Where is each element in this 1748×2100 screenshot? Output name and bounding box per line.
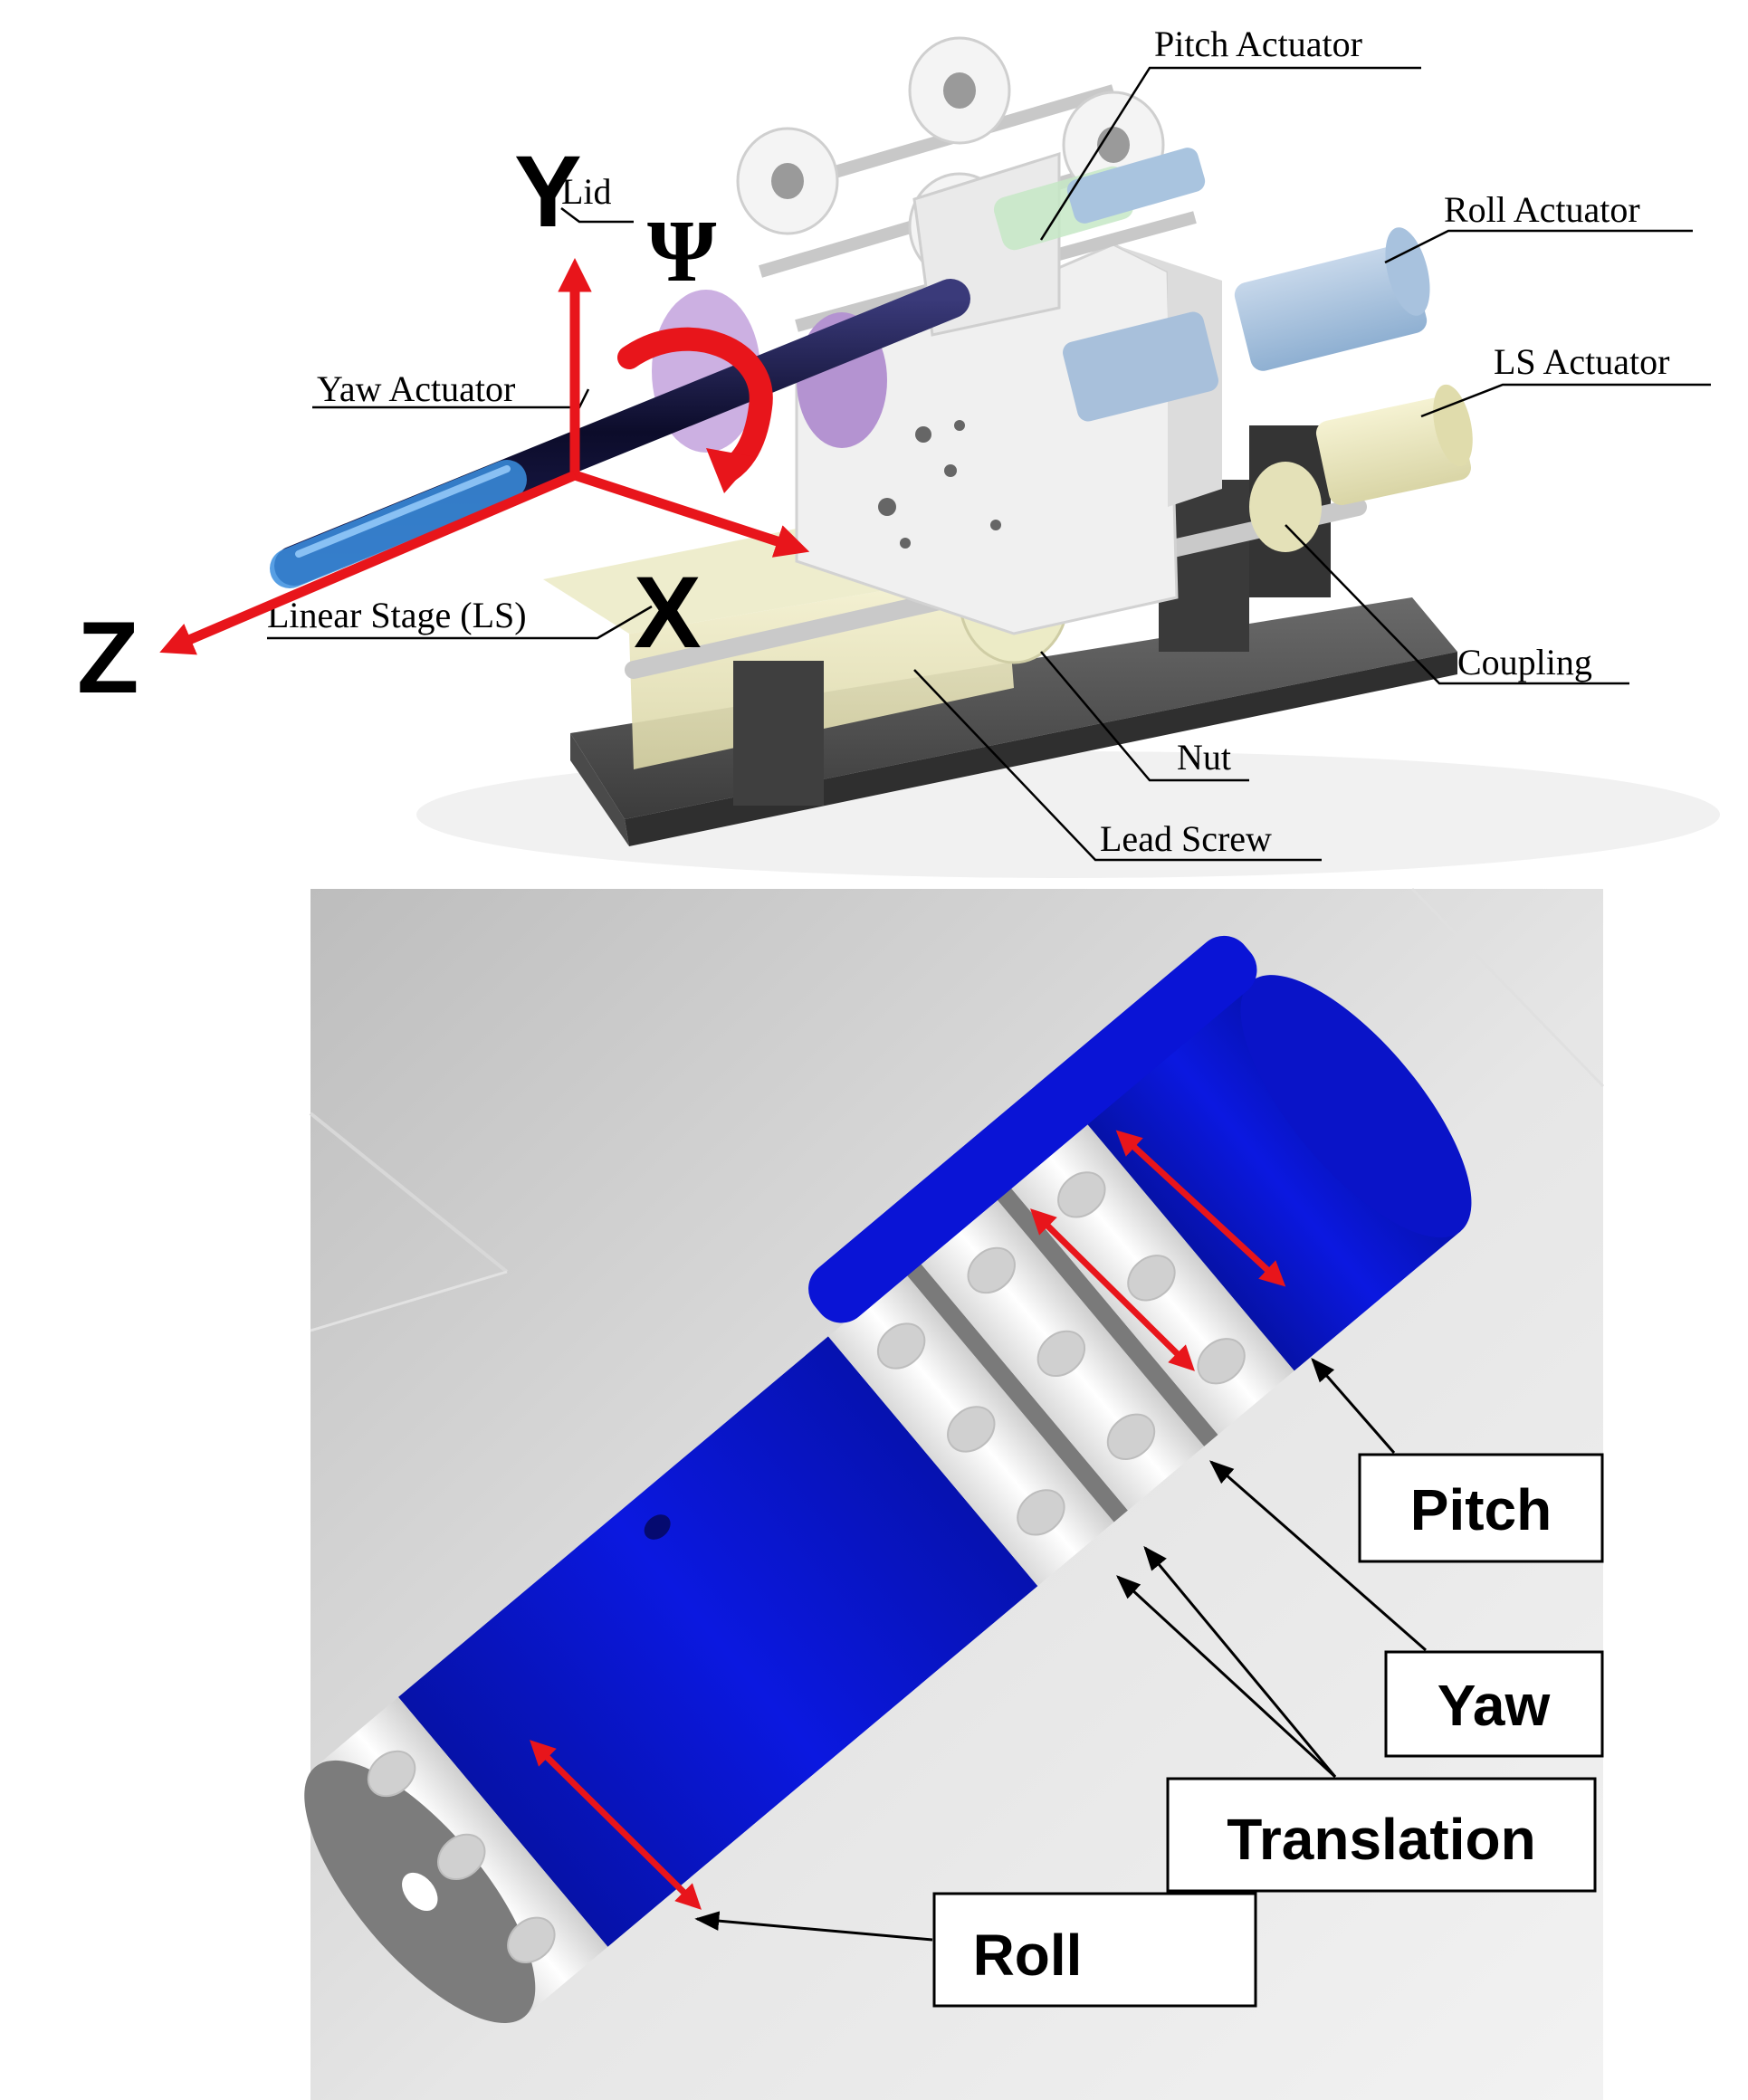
ring-motion-arrows — [530, 1130, 1286, 1910]
top-figure: Pitch Actuator Roll Actuator LS Actuator… — [77, 24, 1720, 878]
lid-label: Lid — [561, 171, 612, 212]
yaw-label: Yaw — [1438, 1673, 1551, 1738]
translation-label-box: Translation — [1166, 1777, 1597, 1893]
x-axis-label: X — [634, 556, 702, 669]
translation-label: Translation — [1227, 1807, 1535, 1872]
z-axis-arrow — [159, 470, 578, 655]
blue-end-cap — [1240, 975, 1472, 1238]
lid-bar — [808, 935, 1257, 1323]
pitch-motion-arrow — [1115, 1130, 1286, 1287]
psi-label: Ψ — [647, 203, 717, 301]
roll-actuator-label: Roll Actuator — [1444, 189, 1640, 230]
lead-screw-label: Lead Screw — [1100, 818, 1272, 859]
roll-center-hole — [402, 1872, 438, 1912]
x-axis-arrow — [573, 470, 810, 558]
linear-stage-label: Linear Stage (LS) — [267, 595, 527, 635]
coordinate-axes — [159, 258, 810, 655]
z-axis-label: Z — [77, 601, 139, 714]
psi-rotation-arrowhead — [706, 448, 756, 493]
yaw-actuator-label: Yaw Actuator — [317, 368, 515, 409]
pitch-label: Pitch — [1410, 1477, 1552, 1542]
catheter-rod — [270, 279, 970, 588]
ls-actuator-label: LS Actuator — [1494, 341, 1669, 382]
frame-holes — [878, 420, 1001, 549]
nut-label: Nut — [1177, 737, 1231, 778]
roll-motion-arrow — [530, 1740, 702, 1910]
y-axis-label: Y — [514, 135, 582, 248]
pitch-actuator-cage — [736, 36, 1206, 337]
leader-lines — [267, 66, 1711, 862]
ls-actuator-shape — [1315, 384, 1473, 506]
roll-label: Roll — [973, 1923, 1083, 1988]
bottom-figure: Pitch Yaw Translation Roll — [304, 887, 1605, 2100]
coupling-shape — [1249, 462, 1322, 552]
pitch-label-box: Pitch — [1358, 1453, 1604, 1563]
pointer-arrows — [694, 1357, 1427, 1942]
yaw-motion-arrow — [1030, 1208, 1195, 1371]
psi-rotation-arrow — [617, 327, 773, 482]
roll-label-box: Roll — [932, 1892, 1257, 2008]
coupling-label: Coupling — [1457, 642, 1592, 682]
yaw-label-box: Yaw — [1384, 1650, 1604, 1758]
pitch-actuator-label: Pitch Actuator — [1154, 24, 1362, 64]
roll-actuator-shape — [1063, 227, 1430, 422]
